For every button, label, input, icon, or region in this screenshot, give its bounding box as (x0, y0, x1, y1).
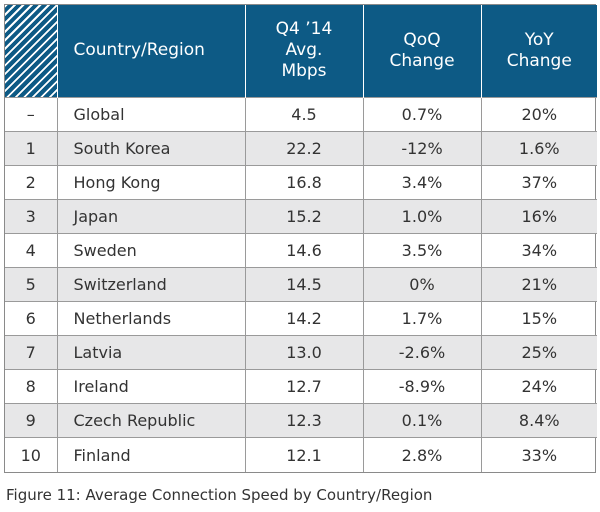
qoq-cell: -2.6% (363, 335, 482, 370)
qoq-cell: 1.0% (363, 198, 482, 234)
yoy-cell: 21% (481, 266, 597, 302)
qoq-cell: -12% (363, 130, 482, 166)
yoy-cell: 25% (481, 335, 597, 370)
rank-cell: 1 (5, 130, 58, 166)
country-cell: Sweden (57, 232, 246, 268)
table-row: 9 Czech Republic 12.3 0.1% 8.4% (5, 403, 597, 438)
qoq-header-line-1: QoQ (403, 29, 441, 50)
rank-cell: 5 (5, 266, 58, 302)
rank-cell: 10 (5, 437, 58, 472)
table-row: 7 Latvia 13.0 -2.6% 25% (5, 335, 597, 370)
country-cell: South Korea (57, 130, 246, 166)
rank-header-hatch (5, 5, 58, 97)
table-row: 10 Finland 12.1 2.8% 33% (5, 437, 597, 472)
speed-cell: 12.3 (245, 403, 364, 438)
yoy-cell: 15% (481, 300, 597, 336)
yoy-cell: 20% (481, 96, 597, 132)
country-cell: Japan (57, 198, 246, 234)
table-row: 8 Ireland 12.7 -8.9% 24% (5, 369, 597, 404)
yoy-cell: 8.4% (481, 403, 597, 438)
qoq-cell: 1.7% (363, 300, 482, 336)
qoq-cell: 3.5% (363, 232, 482, 268)
speed-cell: 14.2 (245, 300, 364, 336)
speed-header-line-1: Q4 ’14 (275, 19, 333, 40)
country-cell: Ireland (57, 369, 246, 404)
yoy-cell: 34% (481, 232, 597, 268)
country-cell: Netherlands (57, 300, 246, 336)
speed-header: Q4 ’14 Avg. Mbps (245, 5, 364, 97)
table-header: Country/Region Q4 ’14 Avg. Mbps QoQ Chan… (5, 5, 597, 97)
table-body: – Global 4.5 0.7% 20% 1 South Korea 22.2… (5, 96, 597, 472)
country-cell: Global (57, 96, 246, 132)
table-row: 4 Sweden 14.6 3.5% 34% (5, 232, 597, 268)
table-frame: Country/Region Q4 ’14 Avg. Mbps QoQ Chan… (4, 4, 597, 473)
table-row: 6 Netherlands 14.2 1.7% 15% (5, 300, 597, 336)
yoy-cell: 37% (481, 164, 597, 200)
table-row: – Global 4.5 0.7% 20% (5, 96, 597, 132)
speed-cell: 16.8 (245, 164, 364, 200)
figure-caption: Figure 11: Average Connection Speed by C… (6, 486, 433, 504)
speed-header-line-2: Avg. (285, 40, 323, 61)
yoy-cell: 33% (481, 437, 597, 472)
speed-cell: 14.6 (245, 232, 364, 268)
qoq-header-line-2: Change (389, 50, 455, 71)
yoy-cell: 24% (481, 369, 597, 404)
rank-cell: 4 (5, 232, 58, 268)
speed-cell: 13.0 (245, 335, 364, 370)
rank-cell: 6 (5, 300, 58, 336)
speed-cell: 4.5 (245, 96, 364, 132)
country-cell: Finland (57, 437, 246, 472)
table-row: 2 Hong Kong 16.8 3.4% 37% (5, 164, 597, 200)
table-row: 5 Switzerland 14.5 0% 21% (5, 266, 597, 302)
rank-cell: 7 (5, 335, 58, 370)
speed-header-line-3: Mbps (281, 61, 327, 82)
qoq-cell: -8.9% (363, 369, 482, 404)
qoq-cell: 0% (363, 266, 482, 302)
country-cell: Hong Kong (57, 164, 246, 200)
yoy-cell: 16% (481, 198, 597, 234)
rank-cell: 2 (5, 164, 58, 200)
yoy-header-line-1: YoY (524, 29, 554, 50)
rank-cell: 9 (5, 403, 58, 438)
rank-cell: – (5, 96, 58, 132)
yoy-header-line-2: Change (506, 50, 572, 71)
country-cell: Czech Republic (57, 403, 246, 438)
rank-cell: 3 (5, 198, 58, 234)
connection-speed-table: Country/Region Q4 ’14 Avg. Mbps QoQ Chan… (5, 5, 597, 472)
country-header-label: Country/Region (73, 40, 205, 61)
speed-cell: 14.5 (245, 266, 364, 302)
rank-cell: 8 (5, 369, 58, 404)
table-row: 3 Japan 15.2 1.0% 16% (5, 198, 597, 234)
qoq-cell: 3.4% (363, 164, 482, 200)
speed-cell: 12.1 (245, 437, 364, 472)
qoq-cell: 0.7% (363, 96, 482, 132)
yoy-cell: 1.6% (481, 130, 597, 166)
table-row: 1 South Korea 22.2 -12% 1.6% (5, 130, 597, 166)
speed-cell: 15.2 (245, 198, 364, 234)
country-header: Country/Region (57, 5, 246, 97)
speed-cell: 12.7 (245, 369, 364, 404)
header-row: Country/Region Q4 ’14 Avg. Mbps QoQ Chan… (5, 5, 597, 97)
qoq-cell: 2.8% (363, 437, 482, 472)
qoq-header: QoQ Change (363, 5, 482, 97)
country-cell: Latvia (57, 335, 246, 370)
yoy-header: YoY Change (481, 5, 597, 97)
qoq-cell: 0.1% (363, 403, 482, 438)
country-cell: Switzerland (57, 266, 246, 302)
speed-cell: 22.2 (245, 130, 364, 166)
